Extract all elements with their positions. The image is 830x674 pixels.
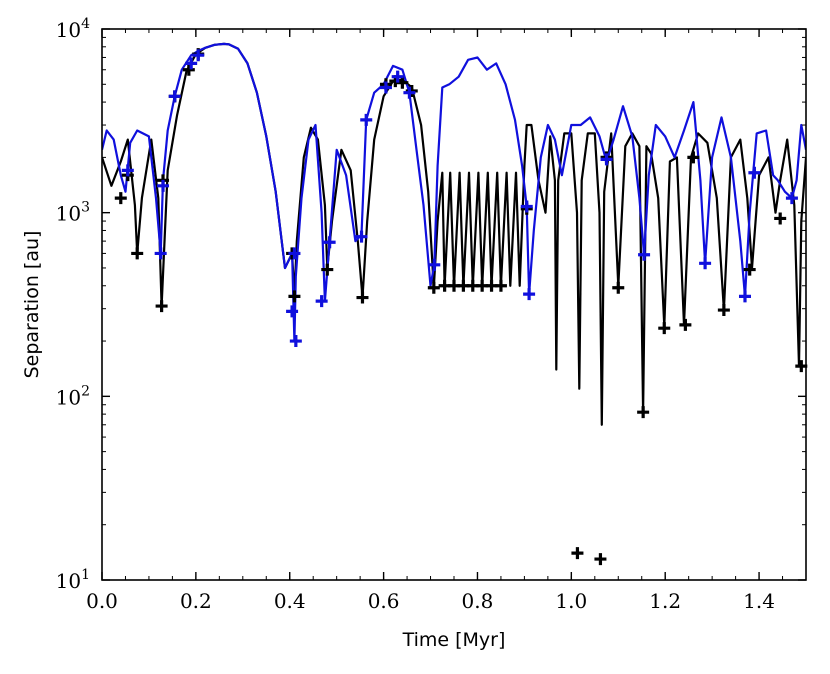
x-tick-label: 0.6 xyxy=(368,589,400,613)
x-tick-label: 0.2 xyxy=(180,589,212,613)
marker-black-33 xyxy=(717,304,730,317)
marker-blue-13 xyxy=(379,81,392,94)
marker-blue-6 xyxy=(286,305,299,318)
marker-black-15 xyxy=(405,84,418,97)
marker-blue-21 xyxy=(699,257,712,270)
marker-black-14 xyxy=(396,76,409,89)
marker-black-10 xyxy=(321,263,334,276)
marker-black-30 xyxy=(658,322,671,335)
y-axis-label: Separation [au] xyxy=(21,231,43,379)
marker-black-9 xyxy=(288,290,301,303)
marker-blue-19 xyxy=(600,153,613,166)
x-tick-label: 0.4 xyxy=(274,589,306,613)
marker-black-6 xyxy=(182,63,195,76)
marker-blue-22 xyxy=(738,290,751,303)
marker-blue-3 xyxy=(168,90,181,103)
marker-blue-4 xyxy=(185,57,198,70)
marker-black-29 xyxy=(637,406,650,419)
marker-black-34 xyxy=(743,263,756,276)
marker-blue-1 xyxy=(154,247,167,260)
marker-black-31 xyxy=(679,318,692,331)
marker-black-0 xyxy=(114,192,127,205)
x-tick-label: 1.0 xyxy=(555,589,587,613)
tick-layer: 0.0 0.2 0.4 0.6 0.8 1.0 1.2 1.4 101 102 103 104 xyxy=(56,16,807,613)
marker-blue-16 xyxy=(428,258,441,271)
marker-black-35 xyxy=(774,212,787,225)
marker-blue-9 xyxy=(315,295,328,308)
marker-blue-2 xyxy=(157,179,170,192)
marker-black-28 xyxy=(612,281,625,294)
marker-blue-17 xyxy=(520,200,533,213)
marker-black-25 xyxy=(571,547,584,560)
marker-black-3 xyxy=(155,300,168,313)
marker-blue-15 xyxy=(403,86,416,99)
marker-blue-5 xyxy=(192,49,205,62)
marker-blue-12 xyxy=(360,113,373,126)
marker-blue-10 xyxy=(323,236,336,249)
marker-blue-11 xyxy=(355,230,368,243)
marker-black-26 xyxy=(594,553,607,566)
marker-black-23 xyxy=(494,279,507,292)
y-tick-label: 102 xyxy=(56,383,90,409)
marker-black-16 xyxy=(427,281,440,294)
marker-blue-18 xyxy=(523,288,536,301)
marker-blue-24 xyxy=(785,192,798,205)
series-line-blue xyxy=(102,42,806,343)
marker-black-32 xyxy=(687,151,700,164)
marker-blue-14 xyxy=(391,70,404,83)
x-tick-label: 1.4 xyxy=(743,589,775,613)
y-tick-label: 104 xyxy=(56,16,90,42)
plot-frame xyxy=(101,28,807,581)
marker-blue-8 xyxy=(289,335,302,348)
marker-layer xyxy=(114,48,808,566)
series-line-black xyxy=(102,42,806,426)
x-tick-label: 1.2 xyxy=(649,589,681,613)
x-axis-label: Time [Myr] xyxy=(402,629,506,651)
x-tick-label: 0.0 xyxy=(86,589,118,613)
marker-black-2 xyxy=(131,247,144,260)
marker-blue-20 xyxy=(638,248,651,261)
marker-black-11 xyxy=(356,291,369,304)
marker-blue-7 xyxy=(288,247,301,260)
marker-blue-23 xyxy=(748,166,761,179)
series-layer xyxy=(102,42,806,426)
marker-blue-0 xyxy=(121,164,134,177)
x-tick-label: 0.8 xyxy=(462,589,494,613)
y-tick-label: 101 xyxy=(56,567,90,593)
y-tick-label: 103 xyxy=(56,200,90,226)
